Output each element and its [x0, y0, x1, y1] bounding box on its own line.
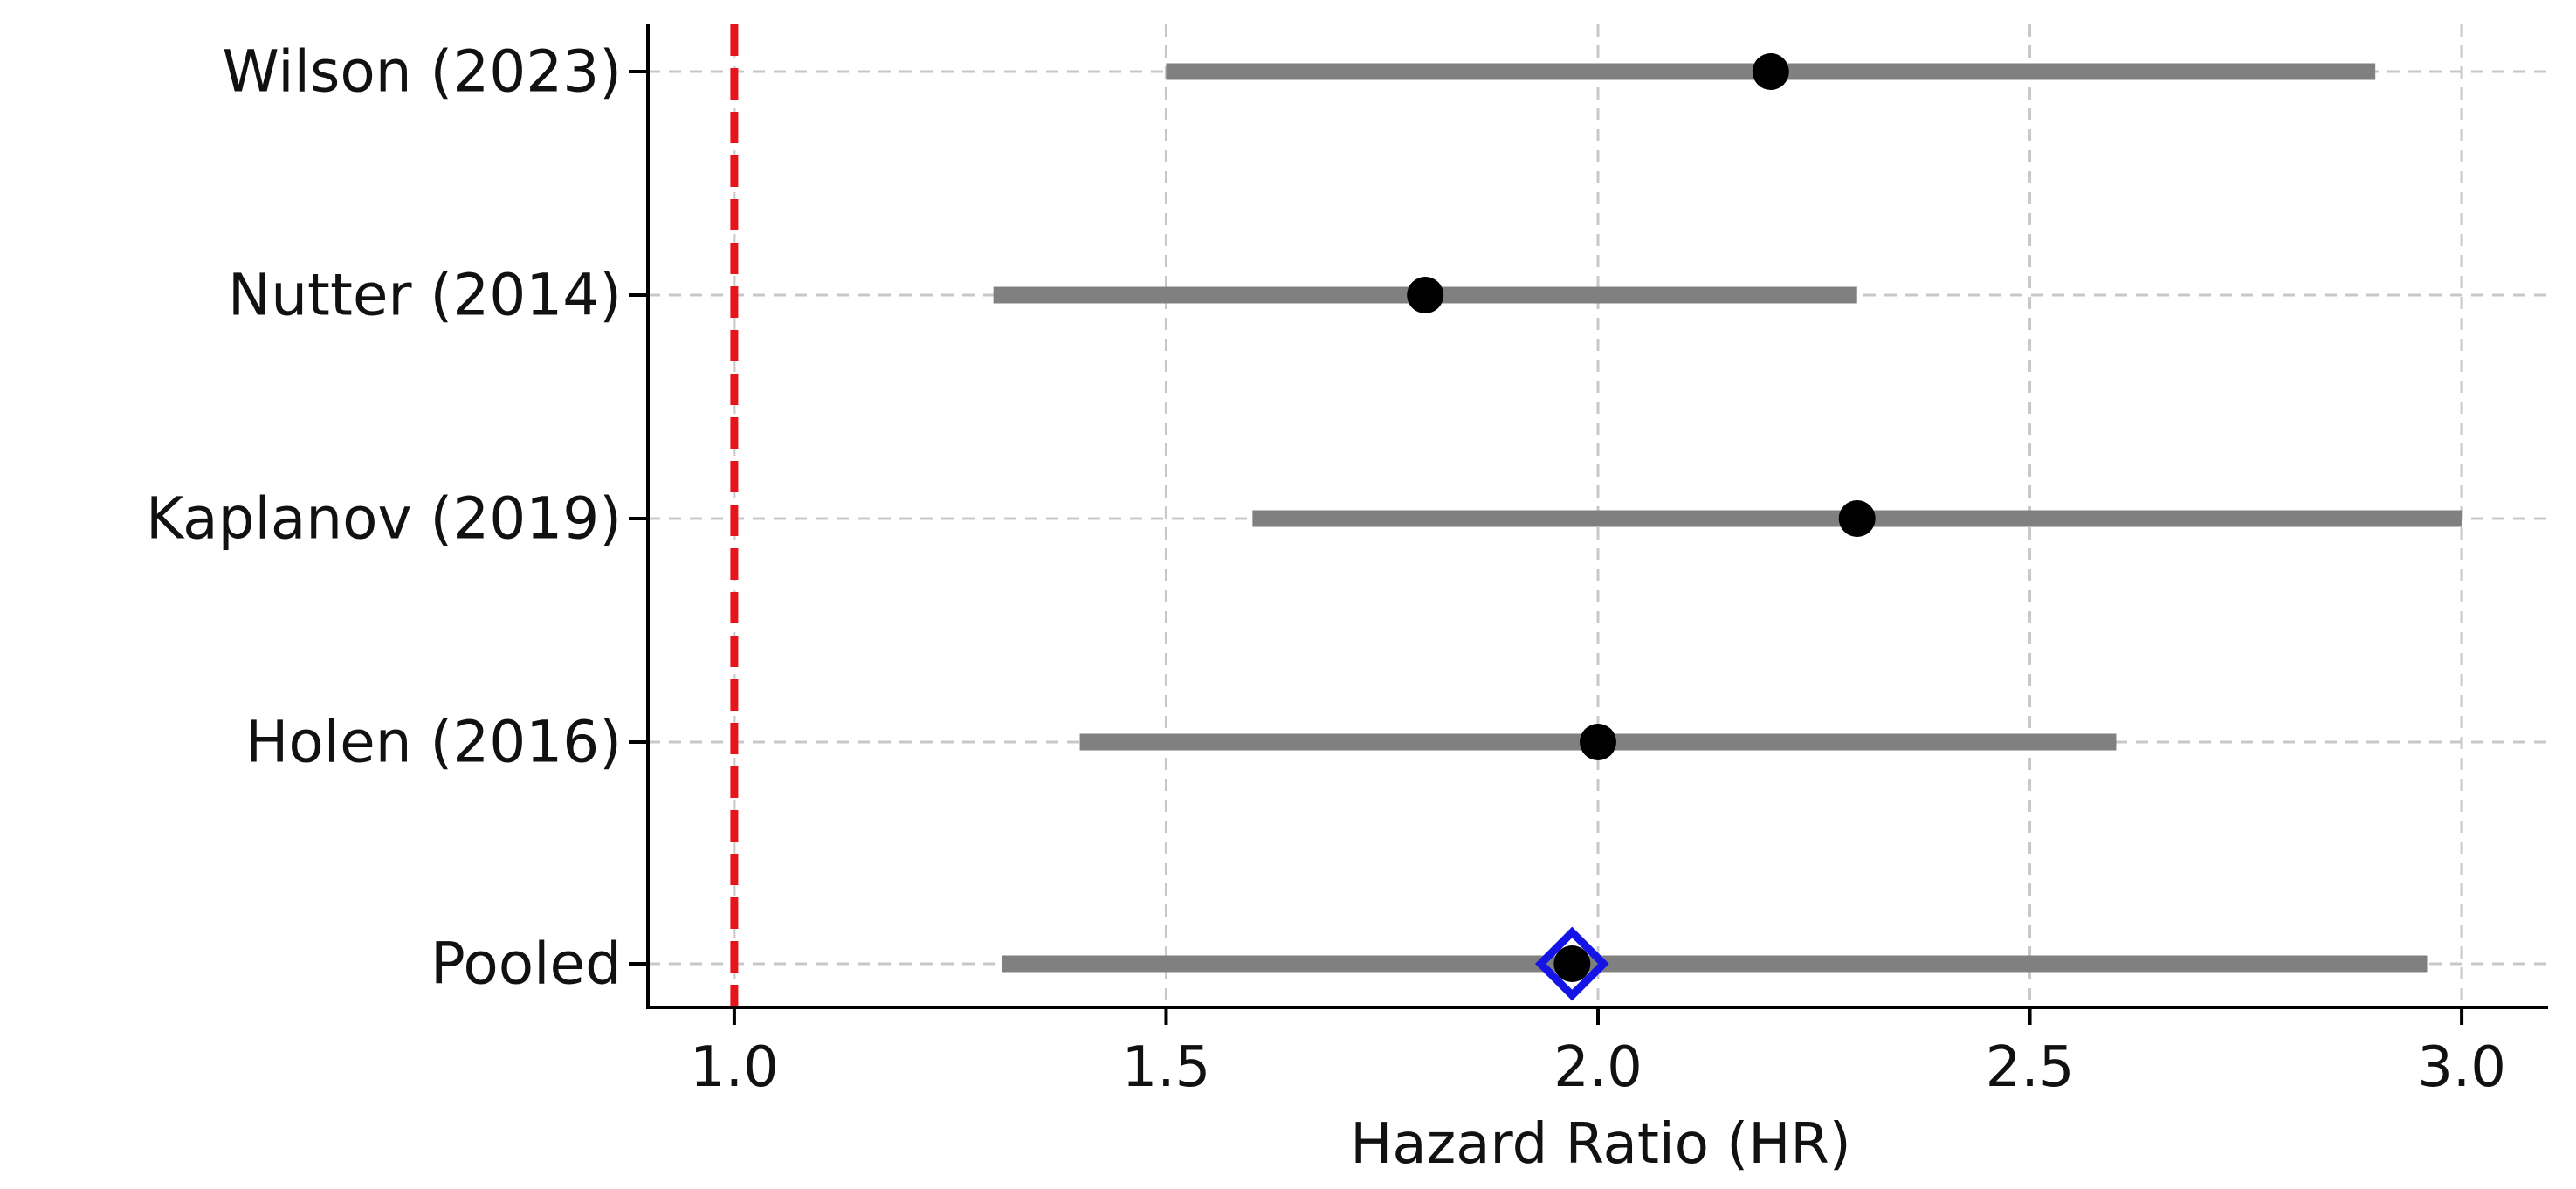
x-tick-label: 3.0 — [2417, 1035, 2506, 1100]
hr-point — [1580, 724, 1616, 760]
study-label: Kaplanov (2019) — [146, 485, 622, 553]
x-tick-label: 1.0 — [690, 1035, 779, 1100]
hr-point — [1407, 277, 1444, 313]
study-label: Nutter (2014) — [228, 262, 622, 329]
pooled-point — [1553, 945, 1591, 982]
pooled-diamond-marker — [1534, 926, 1609, 1001]
points-layer — [1407, 53, 1876, 1001]
hr-point — [1838, 500, 1876, 537]
x-tick-label: 1.5 — [1122, 1035, 1211, 1100]
ci-bars-layer — [993, 63, 2462, 973]
x-axis-title: Hazard Ratio (HR) — [1350, 1112, 1851, 1177]
study-label: Wilson (2023) — [222, 38, 622, 106]
x-tick-label: 2.5 — [1986, 1035, 2075, 1100]
hr-point — [1752, 53, 1789, 90]
labels-layer: Wilson (2023) Nutter (2014) Kaplanov (2019… — [146, 38, 2506, 1101]
study-label: Holen (2016) — [245, 709, 622, 776]
study-label: Pooled — [430, 931, 622, 998]
x-tick-label: 2.0 — [1553, 1035, 1643, 1100]
axes-layer — [629, 24, 2548, 1025]
